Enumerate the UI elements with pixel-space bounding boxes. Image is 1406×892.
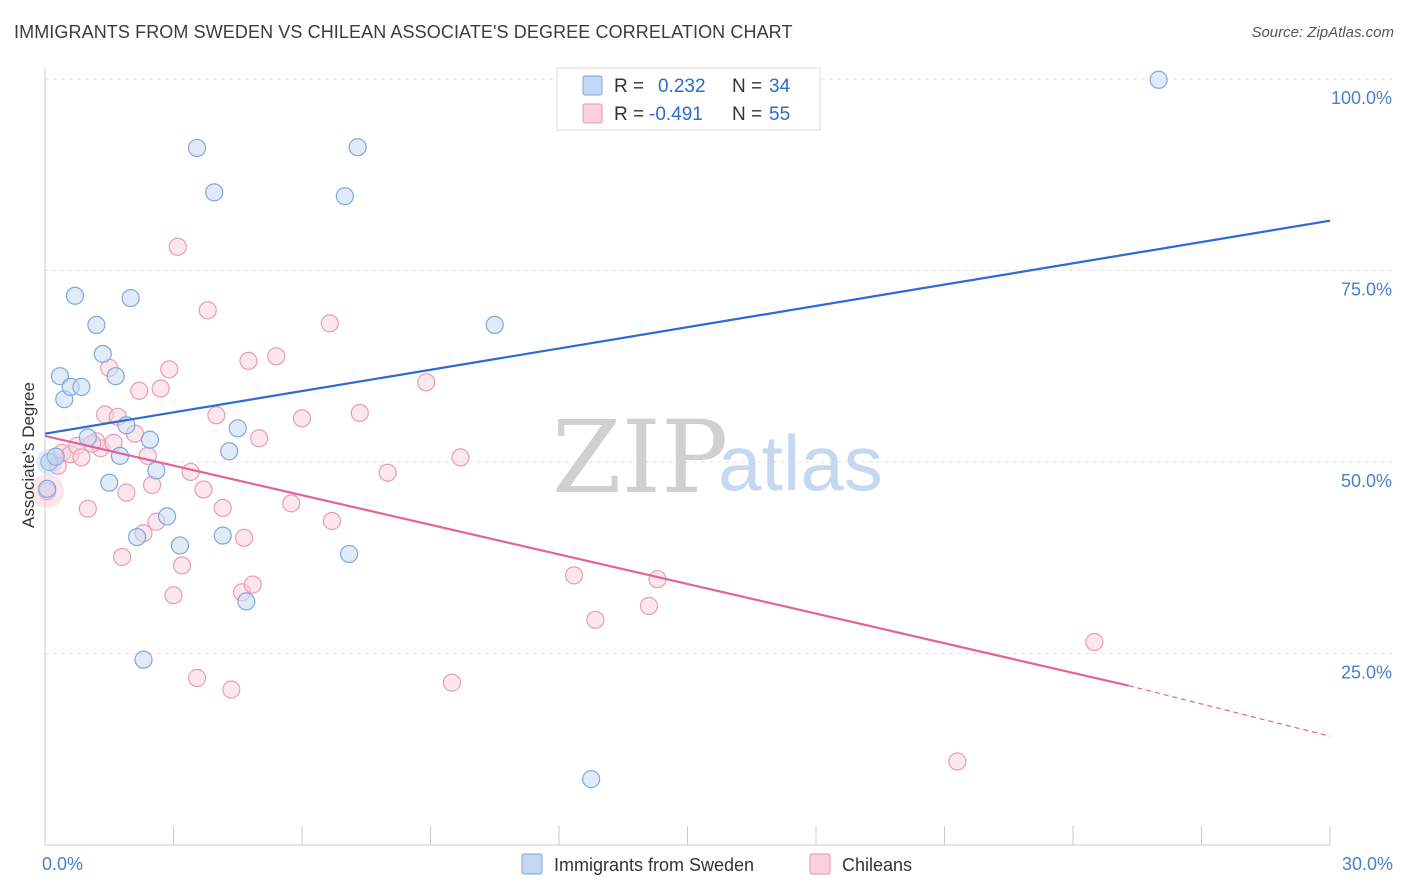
legend-swatch-chile: [582, 103, 603, 124]
chile-point: [151, 379, 170, 398]
chile-point: [243, 575, 262, 594]
chile-point: [442, 673, 462, 692]
chile-point: [112, 547, 132, 567]
chile-point: [222, 680, 241, 699]
sweden-point: [582, 770, 601, 789]
sweden-point: [220, 442, 239, 461]
sweden-point: [147, 461, 166, 480]
sweden-point: [127, 527, 147, 547]
sweden-point: [100, 473, 119, 492]
sweden-point: [348, 138, 367, 157]
sweden-point: [1149, 70, 1168, 89]
sweden-point: [38, 479, 57, 498]
legend-n-value-sweden: 34: [769, 76, 791, 97]
sweden-point: [121, 288, 140, 308]
chile-point: [198, 301, 217, 320]
chart-title: IMMIGRANTS FROM SWEDEN VS CHILEAN ASSOCI…: [14, 22, 793, 42]
chile-point: [320, 314, 339, 333]
chile-point: [172, 556, 192, 575]
chile-point: [168, 237, 187, 256]
legend-r-value-sweden: 0.232: [658, 76, 706, 97]
chile-point: [267, 347, 286, 366]
chile-point: [72, 448, 91, 467]
chart-source: Source: ZipAtlas.com: [1251, 24, 1394, 41]
sweden-point: [110, 446, 130, 465]
bottom-legend-label-chile: Chileans: [842, 855, 912, 875]
chile-point: [250, 429, 269, 448]
chile-point: [292, 409, 312, 428]
chile-point: [586, 610, 605, 629]
chile-point: [378, 463, 397, 482]
watermark: ZIP atlas: [552, 399, 883, 516]
chile-point: [417, 373, 436, 392]
chile-point: [451, 448, 470, 467]
sweden-point: [205, 183, 224, 202]
y-axis-label: Associate's Degree: [19, 382, 38, 528]
bottom-legend-label-sweden: Immigrants from Sweden: [554, 855, 754, 875]
sweden-cluster: [36, 449, 63, 475]
y-tick-label: 75.0%: [1341, 280, 1392, 300]
sweden-point: [87, 315, 106, 334]
chile-point: [564, 566, 584, 585]
chile-point: [187, 668, 207, 688]
trend-line-chileans-extrapolated: [1128, 685, 1331, 737]
y-tick-label: 50.0%: [1341, 471, 1392, 491]
trend-line-sweden: [44, 219, 1331, 435]
chile-point: [239, 351, 258, 370]
sweden-point: [140, 430, 160, 449]
chile-point: [350, 403, 369, 423]
chile-point: [117, 483, 136, 502]
y-tick-label: 25.0%: [1341, 663, 1392, 683]
chile-point: [282, 494, 301, 513]
sweden-point: [335, 187, 354, 206]
sweden-point: [237, 592, 256, 611]
chile-point: [235, 528, 254, 547]
sweden-point: [50, 367, 70, 386]
chile-point: [130, 381, 149, 400]
chile-point: [213, 498, 232, 518]
sweden-point: [187, 138, 207, 158]
chile-point: [207, 406, 226, 425]
sweden-point: [340, 544, 359, 564]
chile-point: [1085, 632, 1104, 652]
legend-n-value-chile: 55: [769, 104, 790, 125]
y-tick-label: 100.0%: [1331, 88, 1392, 108]
legend-r-label-chile: R =: [614, 104, 644, 125]
chile-point: [78, 499, 97, 518]
correlation-legend: R = 0.232 N = 34 R = -0.491 N = 55: [556, 67, 821, 131]
legend-n-label-chile: N =: [732, 104, 762, 125]
sweden-point: [157, 507, 177, 526]
sweden-point: [228, 419, 247, 438]
legend-r-value-chile: -0.491: [649, 104, 703, 125]
legend-swatch-sweden: [582, 75, 603, 96]
sweden-point: [46, 447, 65, 466]
x-tick-label-max: 30.0%: [1342, 854, 1393, 874]
trend-line-chileans: [44, 434, 1129, 687]
sweden-point: [72, 377, 91, 397]
chile-point: [948, 752, 967, 771]
series-legend: Immigrants from Sweden Chileans: [521, 853, 912, 875]
sweden-point: [134, 650, 153, 669]
chile-point: [639, 596, 659, 616]
trend-lines: [44, 219, 1331, 737]
bottom-legend-swatch-sweden: [521, 853, 543, 875]
chile-point: [164, 586, 183, 605]
tick-labels: 25.0% 50.0% 75.0% 100.0% 0.0% 30.0%: [42, 88, 1393, 874]
watermark-atlas: atlas: [718, 419, 883, 507]
chile-point: [194, 480, 213, 499]
sweden-point: [106, 367, 125, 386]
chile-point: [160, 360, 179, 379]
sweden-point: [65, 286, 85, 305]
sweden-point: [485, 315, 504, 334]
bottom-legend-swatch-chile: [809, 853, 831, 875]
legend-r-label-sweden: R =: [614, 76, 644, 97]
sweden-point: [170, 536, 190, 555]
x-tick-label-min: 0.0%: [42, 854, 83, 874]
sweden-point: [213, 526, 232, 545]
chile-point: [322, 511, 342, 531]
watermark-zip: ZIP: [552, 399, 728, 516]
sweden-point: [93, 344, 112, 364]
legend-n-label-sweden: N =: [732, 76, 762, 97]
